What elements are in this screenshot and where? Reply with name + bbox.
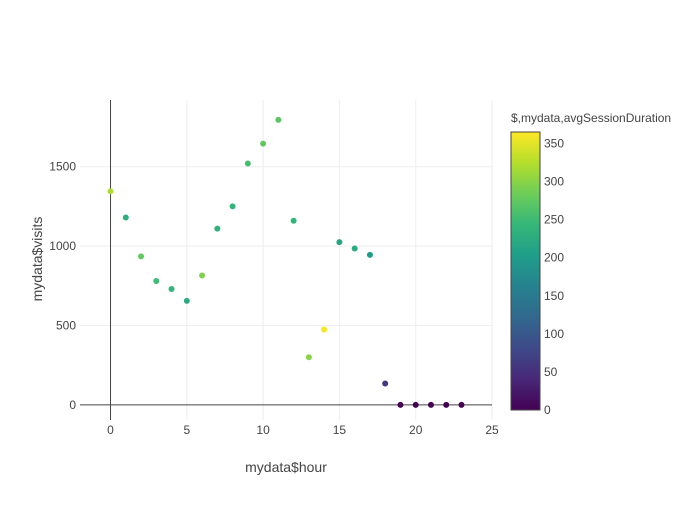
scatter-point[interactable] [138, 253, 145, 260]
colorbar-tick-label: 100 [544, 327, 564, 341]
y-tick-label: 1000 [49, 239, 76, 253]
scatter-point[interactable] [244, 160, 251, 167]
scatter-point[interactable] [458, 401, 465, 408]
y-tick-label: 1500 [49, 160, 76, 174]
axis-layer [80, 100, 492, 420]
scatter-point[interactable] [382, 380, 389, 387]
scatter-point[interactable] [336, 239, 343, 246]
colorbar-tick-labels: 0 50 100 150 200 250 300 350 [544, 136, 564, 417]
colorbar-gradient [510, 131, 541, 411]
scatter-point[interactable] [321, 326, 328, 333]
colorbar: $,mydata,avgSessionDuration 0 50 100 150 200… [510, 111, 671, 417]
x-tick-label: 10 [256, 423, 270, 437]
scatter-point[interactable] [305, 354, 312, 361]
scatter-point[interactable] [183, 297, 190, 304]
scatter-point[interactable] [351, 245, 358, 252]
y-tick-labels: 0 500 1000 1500 [49, 160, 76, 412]
colorbar-tick-label: 150 [544, 289, 564, 303]
x-tick-label: 0 [107, 423, 114, 437]
scatter-point[interactable] [168, 285, 175, 292]
grid-layer [80, 100, 493, 420]
scatter-point[interactable] [199, 272, 206, 279]
colorbar-tick-label: 300 [544, 175, 564, 189]
y-tick-label: 0 [69, 398, 76, 412]
scatter-point[interactable] [153, 278, 160, 285]
x-tick-labels: 0 5 10 15 20 25 [107, 423, 499, 437]
scatter-point[interactable] [412, 401, 419, 408]
x-axis-title: mydata$hour [245, 459, 327, 475]
scatter-point[interactable] [107, 188, 114, 195]
x-tick-label: 15 [333, 423, 347, 437]
scatter-point[interactable] [122, 214, 129, 221]
colorbar-tick-label: 0 [544, 403, 551, 417]
y-tick-label: 500 [56, 319, 76, 333]
scatter-point[interactable] [260, 140, 267, 147]
colorbar-tick-label: 350 [544, 136, 564, 150]
colorbar-tick-label: 250 [544, 213, 564, 227]
colorbar-title: $,mydata,avgSessionDuration [511, 111, 671, 125]
point-layer [107, 116, 465, 408]
colorbar-tick-label: 50 [544, 365, 558, 379]
colorbar-tick-label: 200 [544, 251, 564, 265]
x-tick-label: 25 [485, 423, 499, 437]
scatter-point[interactable] [427, 401, 434, 408]
x-tick-label: 5 [183, 423, 190, 437]
scatter-point[interactable] [275, 116, 282, 123]
scatter-point[interactable] [397, 401, 404, 408]
scatter-point[interactable] [366, 251, 373, 258]
scatter-point[interactable] [290, 217, 297, 224]
scatter-point[interactable] [229, 203, 236, 210]
scatter-point[interactable] [214, 225, 221, 232]
x-tick-label: 20 [409, 423, 423, 437]
y-axis-title: mydata$visits [29, 217, 45, 302]
scatter-point[interactable] [443, 401, 450, 408]
